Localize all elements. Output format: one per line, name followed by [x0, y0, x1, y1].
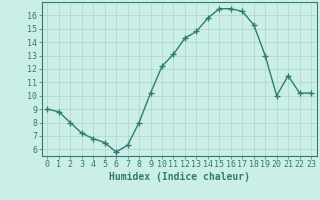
X-axis label: Humidex (Indice chaleur): Humidex (Indice chaleur)	[109, 172, 250, 182]
